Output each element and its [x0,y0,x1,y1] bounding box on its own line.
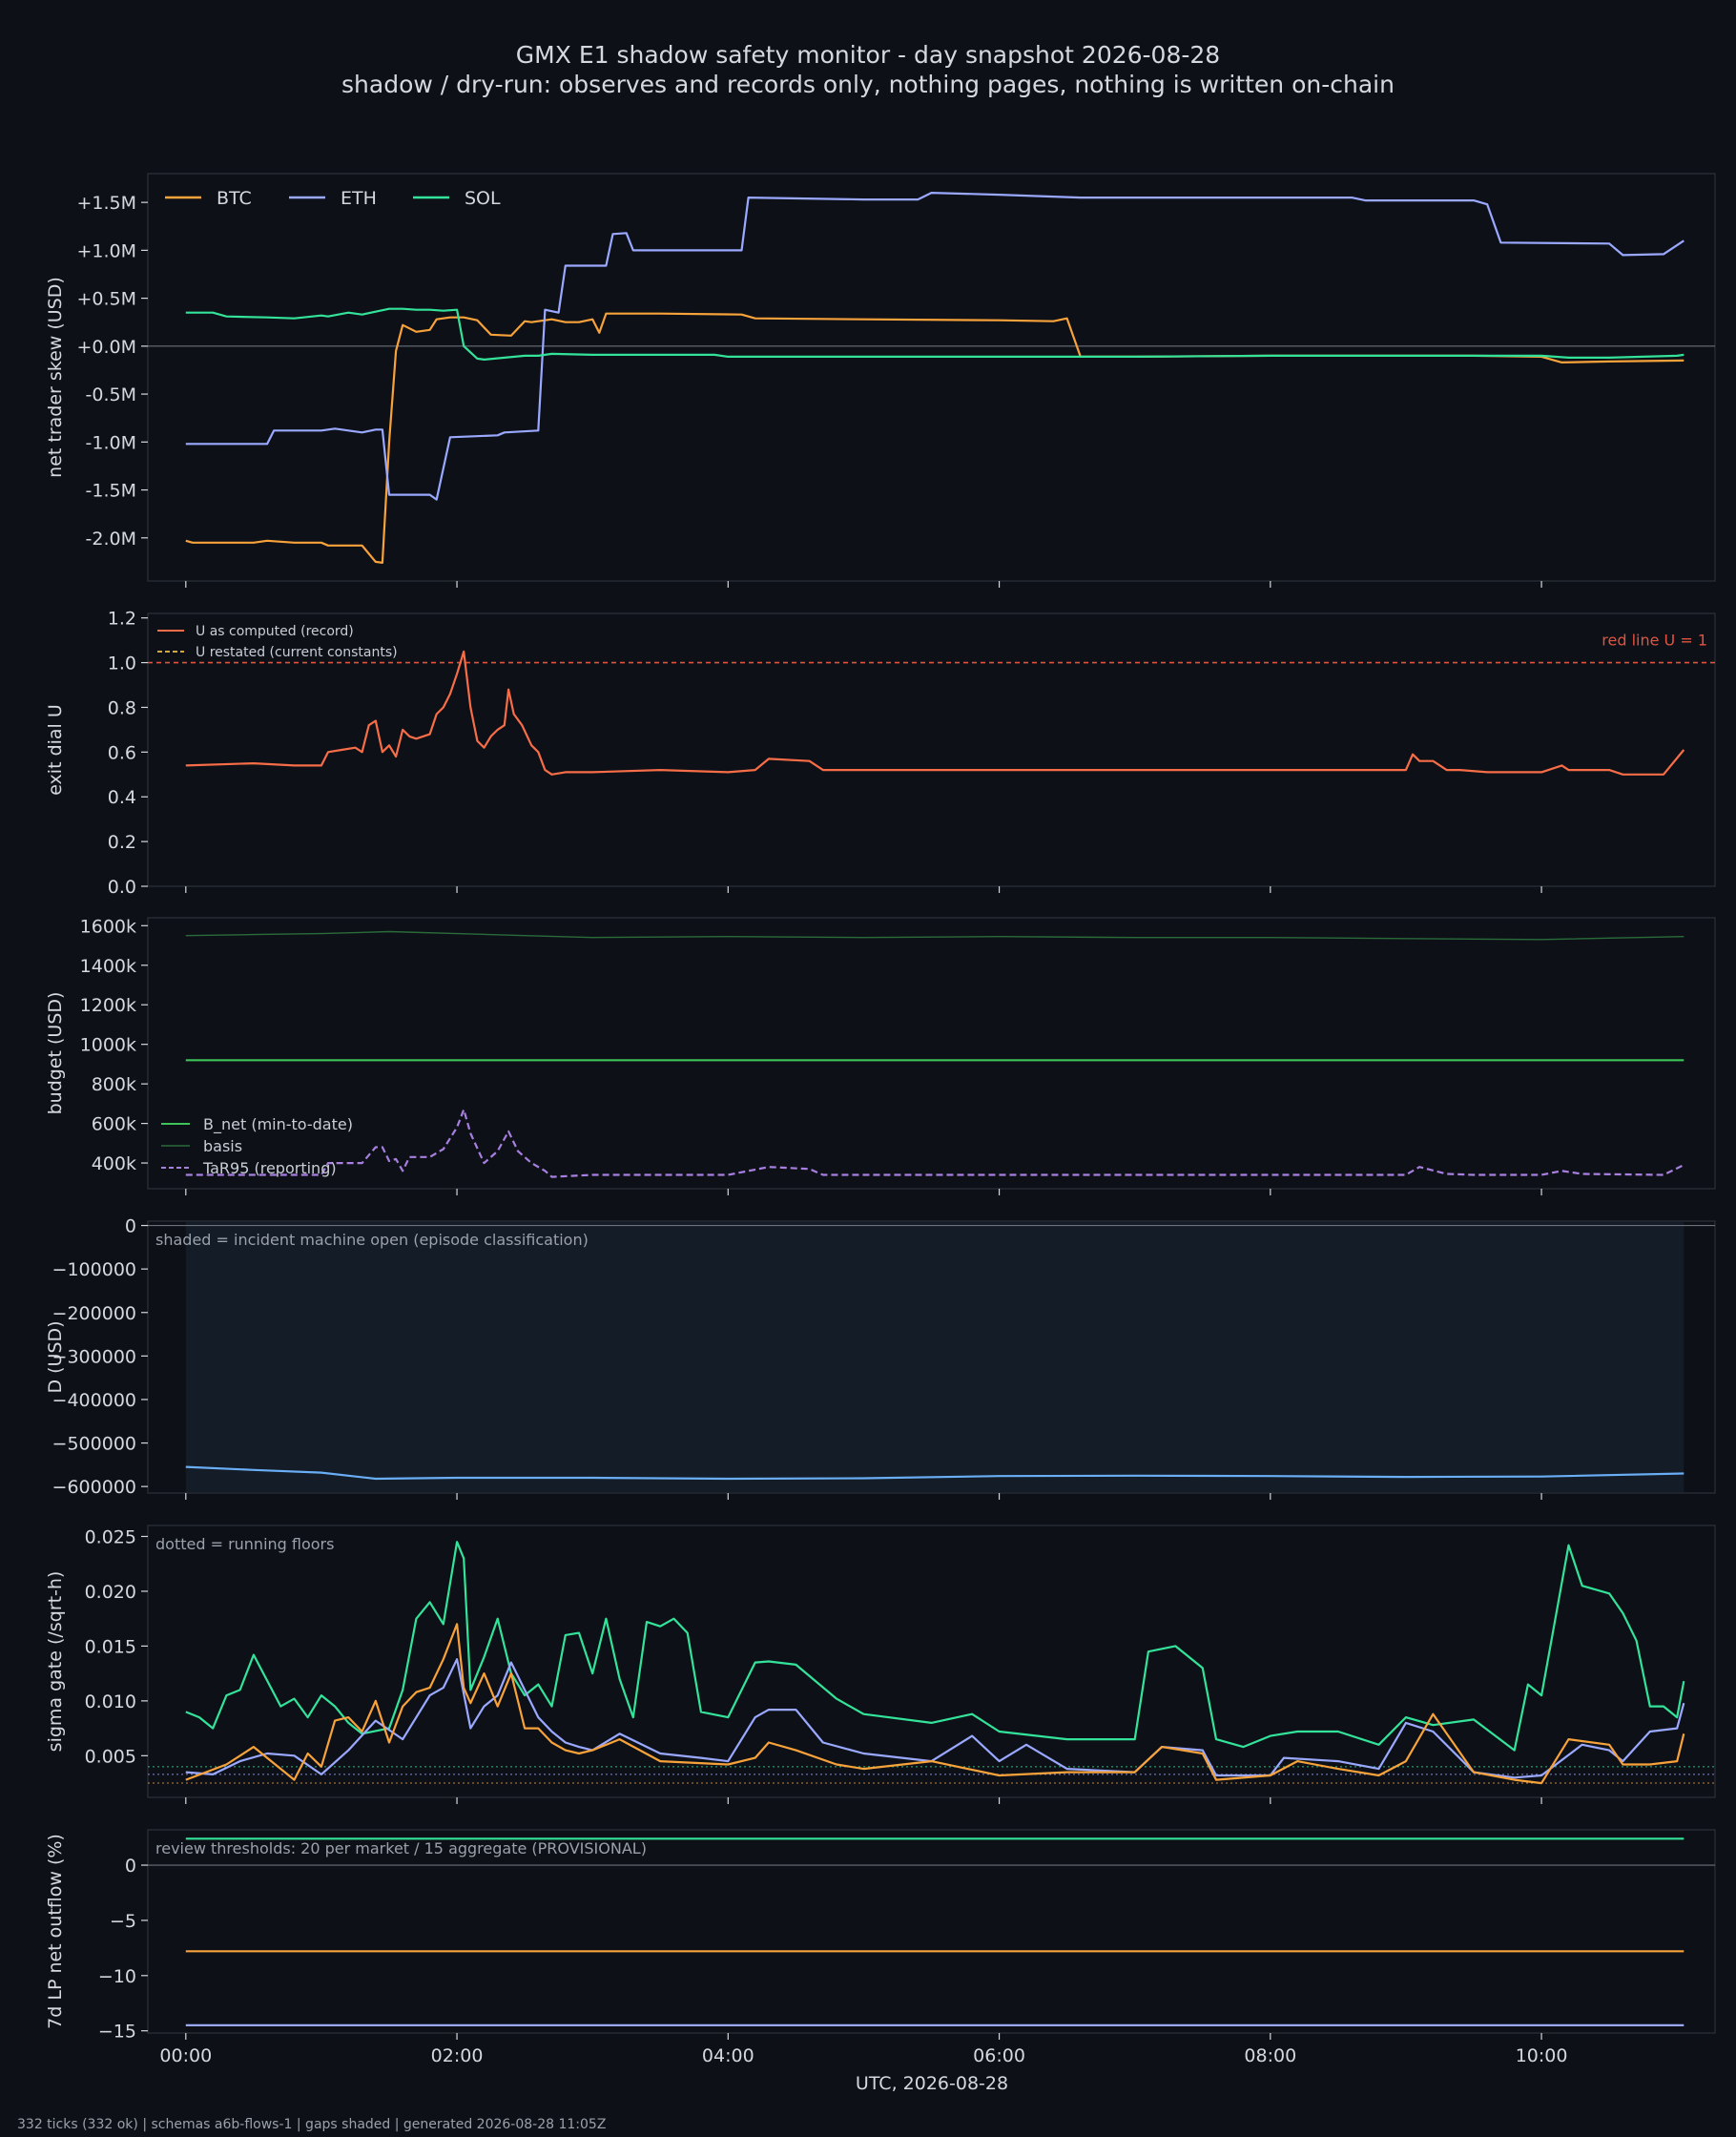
y-tick-label: 0.8 [108,697,136,718]
x-tick-label: 08:00 [1244,2045,1296,2066]
y-tick-label: 1.2 [108,609,136,630]
legend-label: ETH [341,188,377,209]
y-tick-label: −100000 [52,1259,136,1280]
shaded-span-note: shaded = incident machine open (episode … [155,1231,589,1249]
series-line-btc [185,1623,1685,1785]
x-tick-label: 04:00 [702,2045,754,2066]
y-tick-label: 0.010 [85,1691,136,1712]
series-line-sol [185,1541,1685,1752]
y-tick-label: 1600k [80,916,136,937]
panel-note: review thresholds: 20 per market / 15 ag… [155,1839,647,1857]
series-line-eth [185,1658,1685,1779]
y-tick-label: −400000 [52,1390,136,1411]
panel-note: dotted = running floors [155,1535,334,1553]
panel-2: red line U = 1 0.0 0.2 0.4 0.6 0.8 1.0 1.2 exit … [45,609,1716,898]
y-tick-label: −10 [98,1966,136,1987]
y-tick-label: 0.4 [108,787,136,808]
y-tick-label: -1.5M [86,481,136,502]
incident-shaded-span [185,1222,1684,1492]
y-tick-label: 0.005 [85,1746,136,1767]
panel-1: -2.0M -1.5M -1.0M -0.5M +0.0M +0.5M +1.0M +1.5M… [45,173,1716,588]
figure-subtitle: shadow / dry-run: observes and records o… [341,71,1395,98]
series-line-sol [185,307,1684,361]
y-tick-label: −15 [98,2022,136,2043]
series-line-tar95-reporting [185,1108,1684,1178]
x-tick-label: 06:00 [973,2045,1025,2066]
legend-label: SOL [465,188,501,209]
panel-5: 0.005 0.010 0.015 0.020 0.025 sigma gate (/sq… [45,1525,1716,1804]
y-tick-label: -1.0M [86,432,136,453]
red-line-label: red line U = 1 [1602,632,1707,650]
y-tick-label: +0.5M [76,289,136,310]
y-tick-label: 1200k [80,995,136,1016]
y-tick-label: 0.020 [85,1582,136,1603]
y-tick-label: 0.2 [108,832,136,853]
y-tick-label: 1000k [80,1035,136,1056]
panel-6: −15 −10 −5 0 00:00 02:00 04:00 06:00 08:00 10:00 7… [45,1829,1716,2066]
panel-frame [147,1829,1716,2034]
y-axis-label: sigma gate (/sqrt-h) [45,1571,66,1753]
panel-4: −600000 −500000 −400000 −300000 −200000 −1000… [45,1216,1716,1500]
series-line-u-as-computed-record [185,650,1685,776]
y-tick-label: 0.0 [108,877,136,898]
y-tick-label: 1400k [80,956,136,977]
y-tick-label: −5 [110,1911,136,1932]
x-tick-label: 10:00 [1516,2045,1568,2066]
panel-frame [147,173,1716,582]
y-tick-label: 0 [125,1856,136,1877]
y-tick-label: −500000 [52,1434,136,1455]
y-tick-label: 0.015 [85,1636,136,1657]
y-tick-label: -0.5M [86,384,136,405]
y-tick-label: 1.0 [108,654,136,674]
legend-label: U as computed (record) [196,624,354,639]
figure-title: GMX E1 shadow safety monitor - day snaps… [516,41,1220,69]
panels: -2.0M -1.5M -1.0M -0.5M +0.0M +0.5M +1.0M +1.5M… [45,173,1716,2066]
series-line-eth [185,192,1684,501]
y-tick-label: 0 [125,1216,136,1237]
y-axis-label: net trader skew (USD) [45,277,66,478]
y-tick-label: +0.0M [76,337,136,358]
series-line-d [185,1465,1684,1481]
y-tick-label: +1.0M [76,240,136,261]
y-tick-label: 600k [92,1114,136,1135]
y-tick-label: 0.025 [85,1526,136,1547]
legend-label: U restated (current constants) [196,645,398,660]
x-tick-label: 02:00 [431,2045,484,2066]
y-tick-label: −200000 [52,1303,136,1324]
y-axis-label: 7d LP net outflow (%) [45,1834,66,2029]
series-line-basis [185,930,1684,941]
panel-frame [147,1525,1716,1798]
legend-label: BTC [217,188,252,209]
footer-status: 332 ticks (332 ok) | schemas a6b-flows-1… [17,2117,606,2132]
y-tick-label: +1.5M [76,193,136,214]
y-tick-label: 0.6 [108,742,136,763]
y-tick-label: −600000 [52,1477,136,1498]
y-tick-label: -2.0M [86,529,136,550]
legend-label: B_net (min-to-date) [203,1115,353,1134]
panel-3: 400k 600k 800k 1000k 1200k 1400k 1600k budget (… [45,916,1716,1195]
y-axis-label: D (USD) [45,1320,66,1393]
y-tick-label: −300000 [52,1346,136,1367]
legend-label: basis [203,1137,242,1155]
x-tick-label: 00:00 [159,2045,212,2066]
y-tick-label: 800k [92,1074,136,1095]
x-axis-label: UTC, 2026-08-28 [856,2073,1008,2094]
legend-label: TaR95 (reporting) [202,1159,337,1177]
panel-frame [147,612,1716,887]
y-axis-label: budget (USD) [45,992,66,1115]
y-tick-label: 400k [92,1153,136,1174]
panel-frame [147,917,1716,1190]
y-axis-label: exit dial U [45,704,66,796]
